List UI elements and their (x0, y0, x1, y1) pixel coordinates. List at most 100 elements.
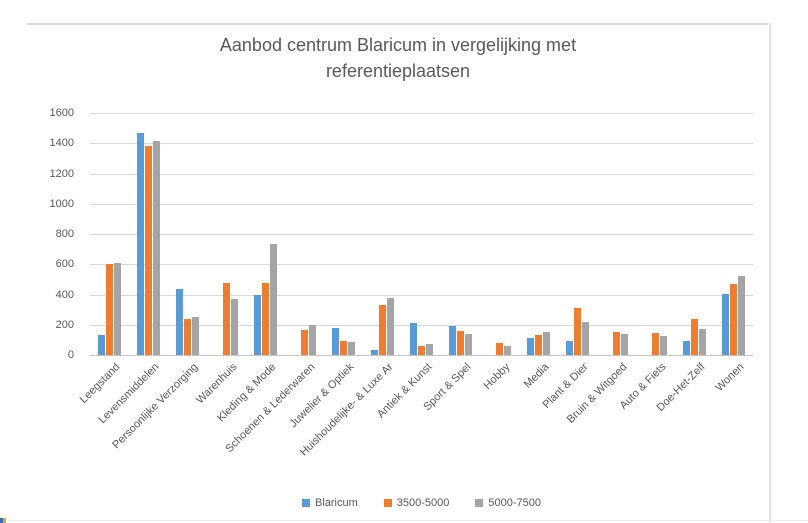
x-axis-category-label: Antiek & Kunst (374, 361, 434, 421)
y-axis-tick-label: 200 (55, 318, 74, 331)
bar-blaricum (527, 337, 534, 355)
y-axis-tick-label: 400 (55, 288, 74, 301)
bar-3500-5000 (184, 318, 191, 355)
bar-group-4 (207, 113, 246, 355)
bar-blaricum (722, 293, 729, 355)
bar-5000-7500 (582, 321, 589, 355)
chart-title-line-1: Aanbod centrum Blaricum in vergelijking … (219, 35, 577, 55)
x-axis-category-label: Auto & Fiets (617, 361, 668, 412)
x-axis-category-label: Juwelier & Optiek (286, 361, 356, 431)
bar-3500-5000 (574, 308, 581, 355)
y-axis-tick-label: 1200 (49, 167, 74, 180)
bar-group-17 (714, 113, 753, 355)
bar-5000-7500 (699, 328, 706, 355)
bar-3500-5000 (652, 333, 659, 355)
bar-group-12 (519, 113, 558, 355)
legend-swatch-icon (475, 499, 484, 507)
bar-group-6 (285, 113, 324, 355)
bar-blaricum (98, 334, 105, 355)
bar-blaricum (254, 295, 261, 355)
x-axis-category-label: Schoenen & Lederwaren (222, 361, 317, 456)
bar-3500-5000 (301, 330, 308, 355)
legend-label: 5000-7500 (488, 497, 541, 509)
bar-5000-7500 (192, 317, 199, 355)
bar-group-16 (675, 113, 714, 355)
bar-blaricum (137, 132, 144, 355)
bar-5000-7500 (621, 333, 628, 355)
bar-group-15 (636, 113, 675, 355)
bar-group-11 (480, 113, 519, 355)
x-axis-category-label: Kleding & Mode (214, 361, 278, 425)
bar-5000-7500 (465, 333, 472, 355)
bar-3500-5000 (340, 341, 347, 355)
x-axis-category-label: Media (521, 361, 551, 391)
bar-5000-7500 (387, 297, 394, 355)
bar-5000-7500 (348, 342, 355, 355)
plot-area (90, 113, 753, 356)
legend-swatch-icon (301, 499, 310, 507)
bar-5000-7500 (738, 276, 745, 355)
x-axis-category-label: Hobby (481, 361, 512, 392)
bar-3500-5000 (145, 145, 152, 355)
bar-blaricum (449, 326, 456, 355)
x-axis-category-label: Plant & Dier (539, 361, 590, 411)
bar-3500-5000 (496, 342, 503, 355)
gridline-y-1400 (90, 143, 753, 145)
bar-blaricum (410, 323, 417, 355)
bar-5000-7500 (231, 299, 238, 355)
gridline-y-0 (90, 355, 753, 356)
chart-title: Aanbod centrum Blaricum in vergelijking … (0, 32, 796, 84)
bar-group-9 (402, 113, 441, 355)
bar-group-3 (168, 113, 207, 355)
chart-title-line-2: referentieplaatsen (325, 61, 471, 81)
legend-item-blaricum: Blaricum (301, 497, 358, 509)
gridline-y-800 (90, 234, 753, 235)
x-axis-category-label: Sport & Spel (420, 361, 473, 414)
gridline-y-200 (90, 324, 753, 326)
y-axis-tick-label: 1000 (49, 197, 74, 210)
bar-blaricum (371, 350, 378, 355)
bar-group-2 (129, 113, 168, 355)
gridline-y-400 (90, 294, 753, 296)
bar-3500-5000 (730, 283, 737, 355)
legend-item-5000-7500: 5000-7500 (475, 497, 541, 509)
bar-3500-5000 (613, 332, 620, 355)
bar-group-7 (324, 113, 363, 355)
bar-group-14 (597, 113, 636, 355)
x-axis-category-label: Warenhuis (193, 361, 239, 407)
legend-label: 3500-5000 (396, 497, 450, 509)
bar-3500-5000 (106, 264, 113, 355)
y-axis-tick-label: 0 (67, 349, 74, 361)
x-axis-category-label: Huishoudelijke- & Luxe Ar (297, 361, 395, 459)
bar-group-8 (363, 113, 402, 355)
legend-item-3500-5000: 3500-5000 (383, 497, 450, 509)
y-axis-tick-label: 800 (55, 228, 74, 240)
bar-5000-7500 (504, 345, 511, 355)
bar-blaricum (683, 340, 690, 355)
bar-5000-7500 (543, 332, 550, 355)
bar-3500-5000 (418, 345, 425, 355)
top-border-rule (27, 23, 768, 25)
bar-group-1 (90, 113, 129, 355)
gridline-y-600 (90, 264, 753, 266)
legend-label: Blaricum (314, 497, 358, 509)
y-axis-tick-label: 1600 (49, 107, 74, 119)
bar-blaricum (332, 327, 339, 355)
bar-3500-5000 (691, 318, 698, 355)
gridline-y-1200 (90, 173, 753, 175)
chart-legend: Blaricum 3500-5000 5000-7500 (90, 497, 753, 509)
legend-swatch-icon (383, 499, 392, 507)
bar-blaricum (176, 289, 183, 355)
bottom-border-rule (0, 520, 808, 521)
bar-group-10 (441, 113, 480, 355)
x-axis-category-label: Persoonlijke Verzorging (109, 361, 200, 452)
bar-3500-5000 (535, 334, 542, 355)
gridline-y-1000 (90, 203, 753, 205)
bar-5000-7500 (309, 324, 316, 355)
bar-5000-7500 (270, 243, 277, 355)
bar-group-13 (558, 113, 597, 355)
screen-corner-artifact (0, 518, 6, 523)
bar-5000-7500 (426, 343, 433, 355)
